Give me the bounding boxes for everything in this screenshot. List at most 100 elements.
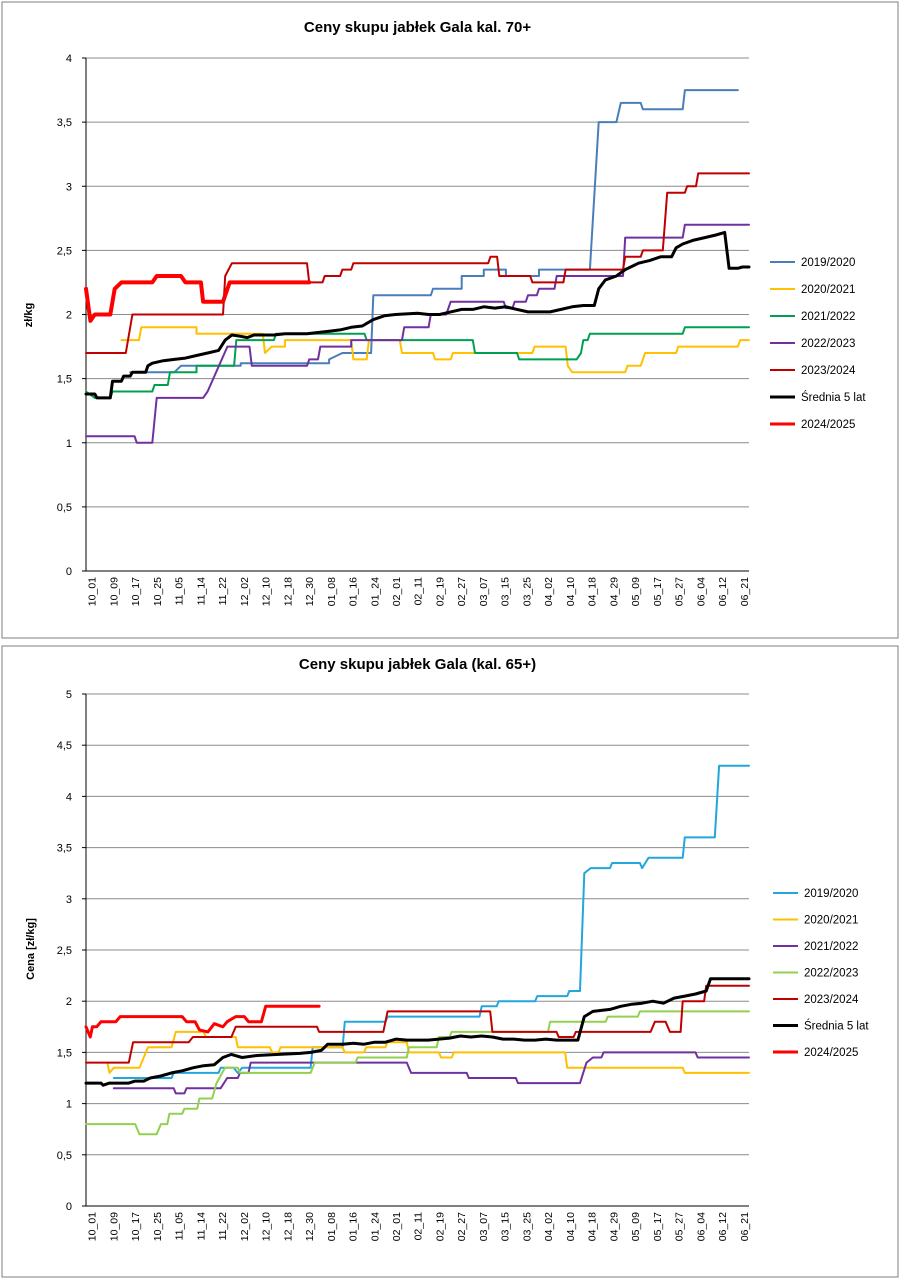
series-line-4 (85, 223, 750, 444)
series-line-4 (85, 1010, 750, 1136)
x-tick-label: 05_09 (630, 577, 642, 606)
x-tick-label: 10_01 (87, 577, 99, 606)
x-tick-label: 06_21 (739, 1212, 751, 1241)
x-tick-label: 03_07 (478, 577, 490, 606)
x-tick-label: 02_01 (391, 1212, 403, 1241)
x-tick-label: 04_18 (587, 577, 599, 606)
x-tick-label: 03_15 (500, 1212, 512, 1241)
x-tick-label: 05_17 (652, 577, 664, 606)
series-line-5 (85, 172, 750, 354)
y-tick-label: 0 (66, 1201, 72, 1213)
x-tick-label: 04_10 (565, 1212, 577, 1241)
x-tick-label: 12_02 (239, 577, 251, 606)
y-tick-label: 0 (66, 566, 72, 578)
y-tick-label: 0,5 (57, 502, 72, 514)
x-tick-label: 01_08 (326, 1212, 338, 1241)
y-tick-label: 2,5 (57, 945, 72, 957)
legend-label: Średnia 5 lat (804, 1020, 869, 1033)
x-tick-label: 12_18 (282, 577, 294, 606)
y-tick-label: 2 (66, 996, 72, 1008)
x-tick-label: 03_07 (478, 1212, 490, 1241)
series-line-7 (84, 274, 312, 323)
chart-title: Ceny skupu jabłek Gala (kal. 65+) (299, 656, 536, 673)
legend-label: 2023/2024 (801, 365, 856, 377)
y-tick-label: 0,5 (57, 1150, 72, 1162)
x-tick-label: 12_10 (261, 1212, 273, 1241)
x-tick-label: 11_14 (195, 1212, 207, 1241)
series-line-6 (84, 977, 751, 1087)
x-tick-label: 02_11 (413, 1212, 425, 1241)
series-line-5 (85, 984, 750, 1064)
x-tick-label: 10_17 (130, 1212, 142, 1241)
x-tick-label: 06_12 (717, 1212, 729, 1241)
x-tick-label: 02_11 (413, 577, 425, 606)
chart-border (1, 1, 899, 639)
chart-panel-top: Ceny skupu jabłek Gala kal. 70+ 0 0,5 1 1,5 2… (0, 0, 900, 640)
x-tick-label: 05_27 (674, 577, 686, 606)
x-tick-label: 06_12 (717, 577, 729, 606)
y-tick-label: 2 (66, 310, 72, 322)
y-tick-label: 4 (66, 53, 72, 65)
x-tick-label: 04_02 (543, 577, 555, 606)
series-line-1 (129, 89, 739, 374)
y-tick-label: 2,5 (57, 245, 72, 257)
y-axis-label: Cena [zł/kg] (25, 918, 37, 980)
x-tick-label: 11_22 (217, 577, 229, 606)
legend-label: 2022/2023 (801, 338, 855, 350)
series-line-1 (112, 764, 750, 1079)
y-tick-label: 5 (66, 689, 72, 701)
x-tick-label: 02_27 (456, 577, 468, 606)
y-tick-label: 3,5 (57, 843, 72, 855)
x-tick-label: 06_04 (695, 1212, 707, 1241)
x-tick-label: 06_21 (739, 577, 751, 606)
chart-gala-70: Ceny skupu jabłek Gala kal. 70+ 0 0,5 1 1,5 2… (1, 1, 899, 639)
x-tick-label: 05_17 (652, 1212, 664, 1241)
x-tick-label: 03_25 (521, 577, 533, 606)
legend-label: 2022/2023 (804, 968, 858, 980)
y-tick-label: 4,5 (57, 740, 72, 752)
x-tick-label: 10_17 (130, 577, 142, 606)
x-tick-label: 12_18 (282, 1212, 294, 1241)
chart-panel-bottom: Ceny skupu jabłek Gala (kal. 65+) 0 0,5 1 1,… (0, 644, 900, 1279)
x-tick-label: 10_25 (152, 577, 164, 606)
x-tick-label: 06_04 (695, 577, 707, 606)
legend-label: 2019/2020 (804, 888, 858, 900)
chart-border (1, 645, 899, 1278)
y-tick-label: 3,5 (57, 117, 72, 129)
x-tick-label: 01_16 (348, 577, 360, 606)
legend-label: 2020/2021 (804, 915, 858, 927)
x-tick-label: 10_09 (108, 1212, 120, 1241)
x-tick-label: 12_30 (304, 577, 316, 606)
legend-label: 2020/2021 (801, 284, 855, 296)
x-tick-label: 12_10 (261, 577, 273, 606)
series-line-3 (112, 1051, 750, 1095)
x-tick-label: 01_08 (326, 577, 338, 606)
y-tick-label: 1 (66, 438, 72, 450)
x-tick-label: 04_10 (565, 577, 577, 606)
legend-label: 2021/2022 (804, 941, 858, 953)
x-tick-label: 05_09 (630, 1212, 642, 1241)
x-tick-label: 11_22 (217, 1212, 229, 1241)
x-tick-label: 04_29 (608, 1212, 620, 1241)
y-axis-label: zł/kg (23, 303, 35, 327)
x-tick-label: 01_24 (369, 1212, 381, 1241)
legend-label: 2021/2022 (801, 311, 855, 323)
y-tick-label: 3 (66, 181, 72, 193)
x-tick-label: 01_24 (369, 577, 381, 606)
x-tick-label: 02_19 (434, 577, 446, 606)
x-tick-label: 02_01 (391, 577, 403, 606)
x-tick-label: 04_18 (587, 1212, 599, 1241)
y-tick-label: 1,5 (57, 1047, 72, 1059)
legend-label: 2023/2024 (804, 994, 859, 1006)
x-tick-label: 05_27 (674, 1212, 686, 1241)
x-tick-label: 04_29 (608, 577, 620, 606)
chart-title: Ceny skupu jabłek Gala kal. 70+ (304, 19, 531, 36)
x-tick-label: 10_01 (87, 1212, 99, 1241)
y-tick-label: 1,5 (57, 374, 72, 386)
y-tick-label: 1 (66, 1099, 72, 1111)
legend-label: 2024/2025 (804, 1047, 858, 1059)
legend-label: 2024/2025 (801, 419, 855, 431)
series-line-7 (84, 1004, 321, 1039)
series-line-6 (84, 230, 751, 400)
y-tick-label: 4 (66, 791, 72, 803)
